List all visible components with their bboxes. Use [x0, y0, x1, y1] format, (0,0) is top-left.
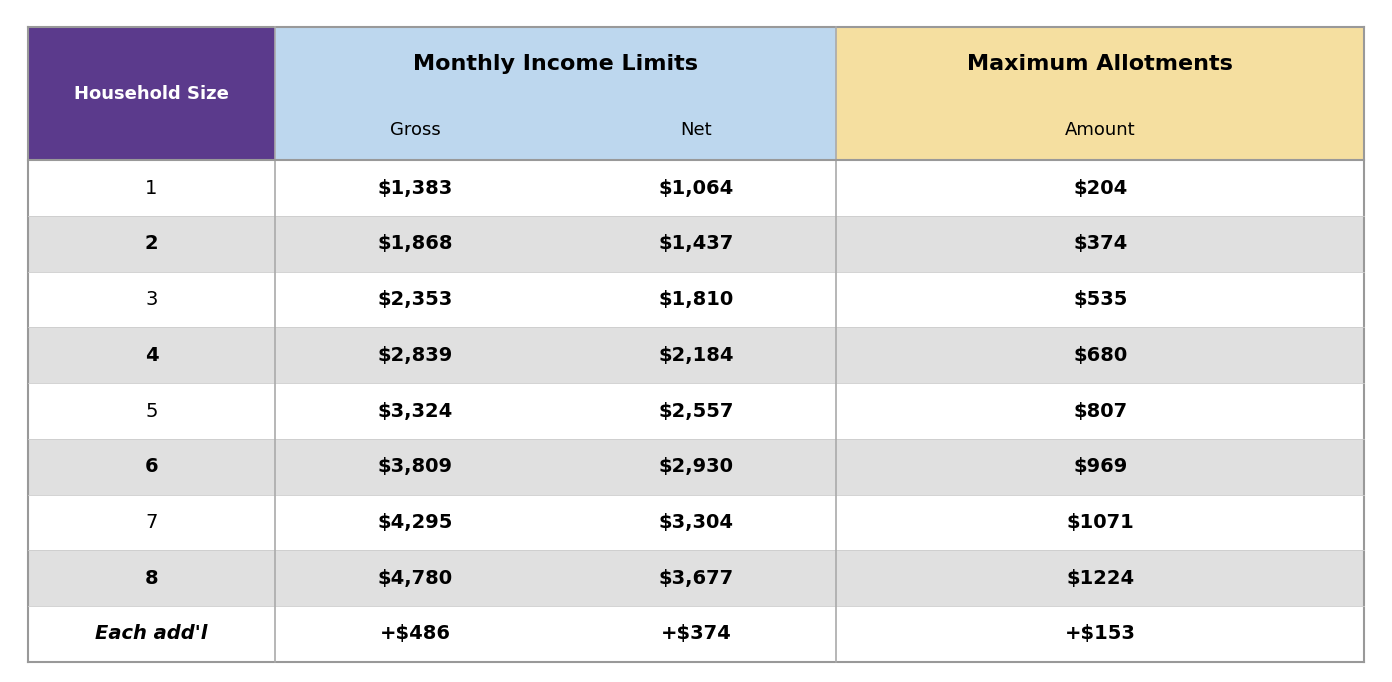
- Bar: [555, 494, 837, 550]
- Text: 2: 2: [145, 235, 159, 254]
- Bar: [837, 439, 1364, 494]
- Bar: [276, 216, 555, 272]
- Bar: [28, 327, 276, 383]
- Text: $1,810: $1,810: [658, 290, 734, 309]
- Text: $1,437: $1,437: [658, 235, 734, 254]
- Text: $807: $807: [1073, 402, 1128, 421]
- Bar: [276, 327, 555, 383]
- Bar: [276, 383, 555, 439]
- Bar: [28, 439, 276, 494]
- Text: $2,353: $2,353: [377, 290, 452, 309]
- Bar: [28, 494, 276, 550]
- Bar: [555, 439, 837, 494]
- Bar: [837, 383, 1364, 439]
- Bar: [28, 550, 276, 606]
- Bar: [276, 439, 555, 494]
- Bar: [28, 606, 276, 662]
- Bar: [276, 494, 555, 550]
- Text: +$153: +$153: [1065, 624, 1136, 643]
- Text: 8: 8: [145, 569, 159, 587]
- Bar: [276, 606, 555, 662]
- Text: $2,184: $2,184: [658, 346, 734, 365]
- Text: $1224: $1224: [1066, 569, 1134, 587]
- Text: Net: Net: [681, 121, 711, 139]
- Text: 6: 6: [145, 457, 159, 476]
- Bar: [28, 383, 276, 439]
- Bar: [837, 327, 1364, 383]
- Bar: [555, 160, 837, 216]
- Text: $3,677: $3,677: [658, 569, 734, 587]
- Bar: [837, 216, 1364, 272]
- Text: $374: $374: [1073, 235, 1128, 254]
- Bar: [555, 216, 837, 272]
- Bar: [555, 550, 837, 606]
- Bar: [837, 550, 1364, 606]
- Bar: [837, 160, 1364, 216]
- Text: $1071: $1071: [1066, 513, 1134, 532]
- Bar: [837, 494, 1364, 550]
- Text: $4,780: $4,780: [377, 569, 452, 587]
- Text: Amount: Amount: [1065, 121, 1136, 139]
- Text: $1,383: $1,383: [377, 179, 452, 198]
- Text: 5: 5: [145, 402, 157, 421]
- Text: $969: $969: [1073, 457, 1128, 476]
- Text: $3,324: $3,324: [377, 402, 452, 421]
- Bar: [276, 272, 555, 327]
- Bar: [555, 383, 837, 439]
- Bar: [28, 272, 276, 327]
- Text: $680: $680: [1073, 346, 1128, 365]
- Text: $1,868: $1,868: [377, 235, 454, 254]
- Bar: [276, 27, 837, 100]
- Bar: [555, 272, 837, 327]
- Bar: [28, 160, 276, 216]
- Text: +$374: +$374: [661, 624, 731, 643]
- Text: 1: 1: [145, 179, 157, 198]
- Bar: [28, 27, 276, 160]
- Bar: [555, 606, 837, 662]
- Bar: [837, 27, 1364, 100]
- Text: $204: $204: [1073, 179, 1128, 198]
- Bar: [276, 160, 555, 216]
- Bar: [837, 606, 1364, 662]
- Text: $4,295: $4,295: [377, 513, 452, 532]
- Text: Gross: Gross: [390, 121, 441, 139]
- Text: Each add'l: Each add'l: [95, 624, 207, 643]
- Bar: [837, 100, 1364, 160]
- Text: 3: 3: [145, 290, 157, 309]
- Text: $535: $535: [1073, 290, 1128, 309]
- Text: Maximum Allotments: Maximum Allotments: [967, 54, 1233, 74]
- Text: $2,557: $2,557: [658, 402, 734, 421]
- Text: $3,304: $3,304: [658, 513, 734, 532]
- Text: Household Size: Household Size: [74, 85, 228, 103]
- Text: Monthly Income Limits: Monthly Income Limits: [413, 54, 699, 74]
- Text: 7: 7: [145, 513, 157, 532]
- Text: $1,064: $1,064: [658, 179, 734, 198]
- Bar: [28, 27, 276, 100]
- Text: +$486: +$486: [380, 624, 451, 643]
- Text: $2,839: $2,839: [377, 346, 452, 365]
- Bar: [555, 100, 837, 160]
- Text: $3,809: $3,809: [377, 457, 452, 476]
- Bar: [276, 100, 555, 160]
- Text: 4: 4: [145, 346, 159, 365]
- Bar: [555, 327, 837, 383]
- Bar: [28, 216, 276, 272]
- Bar: [276, 550, 555, 606]
- Bar: [837, 272, 1364, 327]
- Text: $2,930: $2,930: [658, 457, 734, 476]
